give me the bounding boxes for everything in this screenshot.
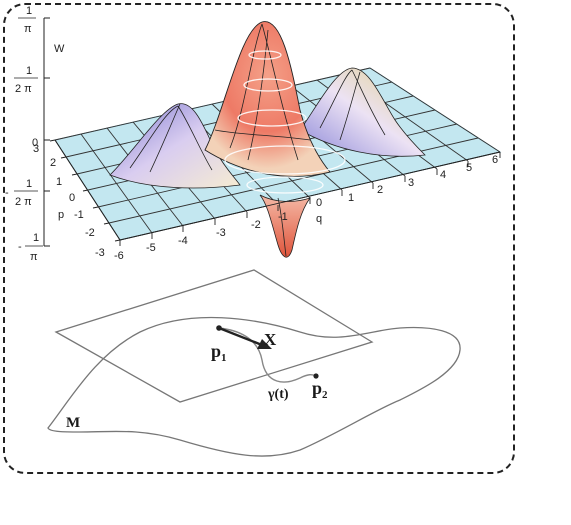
figure-panel	[3, 3, 515, 474]
q-tick: -2	[251, 219, 261, 231]
surface-central-peak	[204, 21, 331, 177]
q-tick: -3	[216, 227, 226, 239]
tick-numerator: 1	[26, 65, 32, 77]
surface-negative-dip	[259, 194, 312, 258]
tick-denominator: π	[30, 251, 38, 263]
vector-arrowhead	[257, 339, 272, 349]
w-tick-1-over-pi: 1 π	[18, 5, 36, 35]
w-tick-zero: 0	[32, 137, 38, 149]
w-tick-neg-1-over-pi: - 1 π	[18, 232, 43, 263]
tick-sign: -	[5, 187, 9, 199]
p-tick: -2	[85, 227, 95, 239]
q-axis	[119, 151, 501, 246]
q-tick: -5	[146, 242, 156, 254]
point-p2-dot	[313, 373, 319, 379]
q-tick: 5	[466, 162, 472, 174]
manifold-surface	[47, 316, 461, 457]
p-tick: 3	[33, 143, 39, 155]
tick-denominator: 2 π	[15, 83, 32, 95]
q-tick: -1	[278, 211, 288, 223]
wigner-plot: W 1 π 1 2 π 0 - 1 2 π - 1 π	[5, 5, 502, 263]
q-tick: 6	[492, 154, 498, 166]
q-tick: 2	[377, 184, 383, 196]
curve-label: γ(t)	[267, 387, 289, 402]
p-tick: 0	[69, 192, 75, 204]
q-tick: 3	[408, 177, 414, 189]
manifold-label: M	[66, 415, 80, 431]
tangent-plane	[54, 269, 374, 403]
p-axis	[49, 139, 121, 242]
point-p1-label: p1	[211, 341, 227, 364]
q-tick: -6	[114, 250, 124, 262]
tick-numerator: 1	[33, 232, 39, 244]
tick-numerator: 1	[26, 5, 32, 17]
tick-denominator: 2 π	[15, 196, 32, 208]
point-p1-dot	[216, 325, 222, 331]
q-tick: 0	[316, 197, 322, 209]
point-p2-label: p2	[312, 378, 328, 401]
p-tick: -3	[95, 247, 105, 259]
q-axis-label: q	[316, 213, 322, 225]
q-tick: 4	[440, 169, 446, 181]
p-axis-label: p	[58, 209, 64, 221]
q-tick: -4	[178, 235, 188, 247]
tick-numerator: 1	[26, 178, 32, 190]
manifold-diagram: p1 p2 X γ(t) M	[47, 269, 461, 457]
w-axis	[43, 17, 50, 247]
w-tick-1-over-2pi: 1 2 π	[14, 65, 38, 95]
p-tick: 2	[50, 157, 56, 169]
q-tick: 1	[348, 192, 354, 204]
vector-label: X	[264, 330, 277, 349]
p-tick: -1	[74, 209, 84, 221]
w-tick-neg-1-over-2pi: - 1 2 π	[5, 178, 38, 208]
p-tick: 1	[56, 176, 62, 188]
tick-denominator: π	[24, 23, 32, 35]
surface-lobe-right	[299, 67, 426, 157]
w-axis-label: W	[54, 43, 65, 55]
tick-sign: -	[18, 241, 22, 253]
curve-gamma	[218, 327, 317, 383]
tangent-vector-x	[218, 326, 263, 347]
